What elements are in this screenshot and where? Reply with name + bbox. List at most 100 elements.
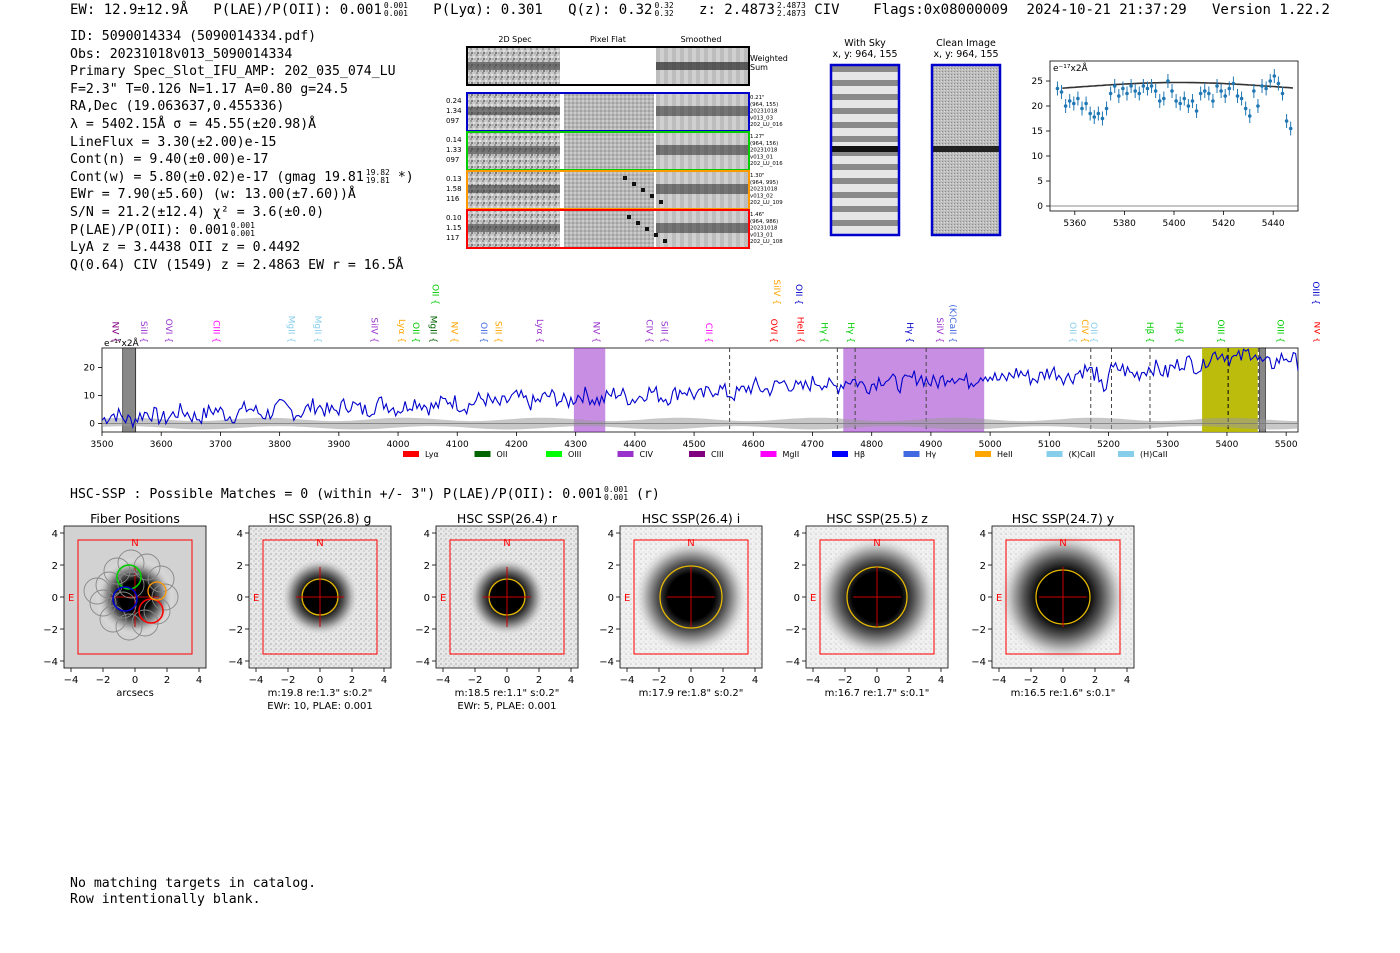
masked-region <box>1259 347 1266 433</box>
zoom-data-point <box>1084 101 1088 106</box>
emission-line-label: OII { <box>1067 322 1077 343</box>
emission-line-label: SiII { <box>493 321 503 343</box>
masked-region <box>122 347 137 433</box>
footer-line-1: No matching targets in catalog. <box>70 876 317 891</box>
hsc-y-tick-label: 2 <box>237 561 243 572</box>
compass-east: E <box>624 593 630 604</box>
cutout-row: 0.24 1.34 097 0.21"(964, 155)20231018v013_0… <box>446 92 783 132</box>
emission-line-label: OVI { <box>163 319 173 343</box>
hsc-y-tick-label: 4 <box>237 529 243 540</box>
info-lya: LyA z = 3.4438 OII z = 0.4492 <box>70 240 301 256</box>
zoom-data-point <box>1055 86 1060 91</box>
fiber-circle <box>117 571 145 599</box>
cutout-right-label: (964, 995) <box>750 180 778 186</box>
cutout-right-label: 202_LU_109 <box>750 200 783 206</box>
legend-swatch <box>1046 451 1063 457</box>
hsc-y-tick-label: −2 <box>785 625 800 636</box>
weighted-sum-row: Weighted Sum <box>466 46 788 86</box>
zoom-data-point <box>1202 89 1207 93</box>
zoom-data-point <box>1076 96 1080 101</box>
cutout-right-label: 20231018 <box>750 148 778 154</box>
zoom-data-point <box>1194 109 1199 113</box>
hsc-panel: HSC SSP(26.4) i N E −4 −4 −2 −2 0 0 2 2 4 4 m:17.9 re… <box>599 511 763 699</box>
cutout-left-label: 116 <box>446 195 460 203</box>
hsc-x-tick-label: 0 <box>1060 675 1066 686</box>
zoom-data-point <box>1280 91 1285 96</box>
hsc-caption-1: arcsecs <box>116 688 154 699</box>
hsc-y-tick-label: −4 <box>971 657 986 668</box>
zoom-data-point <box>1272 74 1277 78</box>
cutout-left-label: 0.14 <box>446 136 462 144</box>
spectrum-plot-area: 3500 3600 3700 3800 3900 4000 4100 4200 4300 4400… <box>84 279 1320 459</box>
spectrum-y-tick-label: 10 <box>84 392 96 402</box>
hsc-y-tick-label: −4 <box>228 657 243 668</box>
cutout-right-label: (964, 155) <box>750 102 778 108</box>
hsc-x-tick-label: 2 <box>536 675 542 686</box>
zoom-data-point <box>1190 99 1195 103</box>
zoom-y-tick-label: 20 <box>1032 102 1044 112</box>
emission-line-label: CIV { <box>644 319 654 343</box>
cutout-right-label: v013_01 <box>750 232 773 238</box>
emission-line-label: OIII { <box>1274 319 1284 343</box>
zoom-data-point <box>1235 94 1240 98</box>
emission-line-label: MgII { <box>312 316 322 343</box>
fiber-circle <box>151 583 179 611</box>
emission-line-label: MgII { <box>428 316 438 343</box>
cutout-right-label: (964, 986) <box>750 219 778 225</box>
hsc-x-tick-label: 4 <box>938 675 944 686</box>
hsc-y-tick-label: 2 <box>794 561 800 572</box>
info-ewr: EWr = 7.90(±5.60) (w: 13.00(±7.60))Å <box>70 187 356 203</box>
detection-info: ID: 5090014334 (5090014334.pdf) Obs: 202… <box>70 28 414 274</box>
spectrum-unit-label: e⁻¹⁷x2Å <box>104 337 140 349</box>
cutout-right-label: 202_LU_108 <box>750 239 783 245</box>
legend-label: (H)CaII <box>1140 450 1167 459</box>
emission-line-label: SiII { <box>659 321 669 343</box>
compass-east: E <box>440 593 446 604</box>
emission-line-label: OII { <box>478 322 488 343</box>
hsc-y-tick-label: −4 <box>785 657 800 668</box>
hsc-x-tick-label: −2 <box>838 675 853 686</box>
hsc-x-tick-label: 2 <box>349 675 355 686</box>
cutout-right-label: v013_02 <box>750 193 773 199</box>
header-flags: Flags:0x08000009 <box>873 2 1009 18</box>
zoom-unit-label: e⁻¹⁷x2Å <box>1053 62 1089 74</box>
hsc-panel-title: HSC SSP(24.7) y <box>1012 511 1115 526</box>
zoom-data-point <box>1231 81 1236 86</box>
zoom-data-point <box>1067 99 1072 103</box>
emission-line-label: MgII { <box>286 316 296 343</box>
cutout-left-label: 1.33 <box>446 146 462 154</box>
spectrum-x-tick-label: 5300 <box>1156 440 1179 450</box>
zoom-data-point <box>1243 106 1248 111</box>
emission-line-label: NV { <box>590 322 600 343</box>
emission-line-label: OII { <box>1088 322 1098 343</box>
info-id: ID: 5090014334 (5090014334.pdf) <box>70 29 317 44</box>
search-box <box>262 539 378 655</box>
search-box <box>77 539 193 655</box>
legend-swatch <box>975 451 991 457</box>
fiber-circle <box>147 565 175 593</box>
hsc-x-tick-label: −4 <box>436 675 451 686</box>
spectrum-x-tick-label: 5400 <box>1215 440 1238 450</box>
hsc-panels-group: Fiber Positions N E −4 −4 −2 −2 0 0 2 2 4 4 arcsecs HS… <box>43 511 1135 712</box>
zoom-data-point <box>1260 84 1264 88</box>
zoom-data-point <box>1092 115 1097 119</box>
compass-east: E <box>68 593 74 604</box>
zoom-x-tick-label: 5400 <box>1163 219 1186 229</box>
header-timestamp-version: 2024-10-21 21:37:29 Version 1.22.2 <box>1027 2 1330 18</box>
hsc-y-tick-label: −2 <box>228 625 243 636</box>
aperture-ellipse <box>659 565 723 629</box>
spectrum-x-tick-label: 5100 <box>1038 440 1061 450</box>
fiber-circle <box>103 557 131 585</box>
zoom-data-point <box>1157 99 1162 103</box>
zoom-y-tick-label: 0 <box>1037 202 1043 212</box>
zoom-data-point <box>1256 104 1260 108</box>
emission-line-label: Hγ { <box>845 322 855 343</box>
info-q: Q(0.64) CIV (1549) z = 2.4863 EW r = 16.… <box>70 257 404 273</box>
legend-swatch <box>903 451 920 457</box>
emission-line-label: SiIV { <box>368 317 378 343</box>
legend-label: OII <box>497 450 508 459</box>
legend-swatch <box>546 451 562 457</box>
zoom-data-point <box>1108 91 1113 96</box>
legend-label: Hβ <box>854 450 865 459</box>
fiber-circle <box>133 553 161 581</box>
